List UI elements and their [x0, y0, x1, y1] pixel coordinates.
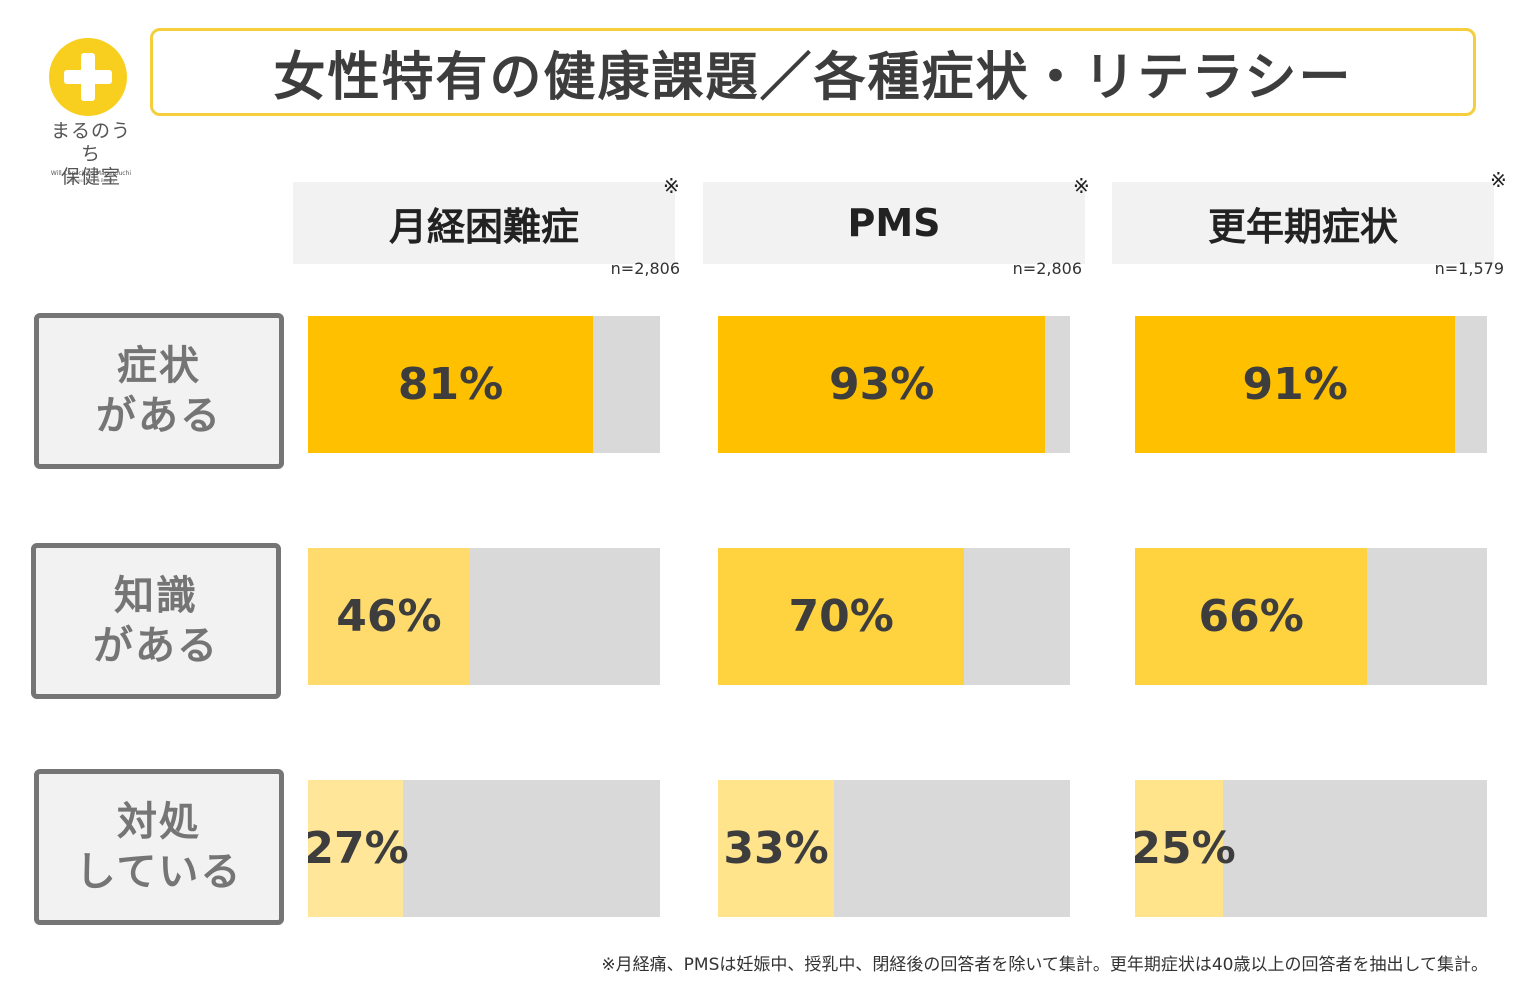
column-header-label: 更年期症状	[1207, 204, 1398, 249]
bar-track: 91%	[1135, 316, 1487, 453]
bar-track: 66%	[1135, 548, 1487, 685]
bar-value-label: 81%	[397, 359, 504, 410]
column-header-label: PMS	[847, 201, 941, 245]
logo-plus-icon	[49, 38, 127, 116]
row-label-knowledge: 知識 がある	[31, 543, 281, 699]
bar	[718, 780, 835, 917]
bar-track: 46%	[308, 548, 660, 685]
row-label-line1: 対処	[117, 799, 201, 845]
bar-value-label: 25%	[1135, 823, 1236, 874]
page-title: 女性特有の健康課題／各種症状・リテラシー	[273, 47, 1353, 108]
bar-track: 70%	[718, 548, 1070, 685]
bar	[718, 316, 1046, 453]
bar-value-label: 33%	[723, 823, 829, 874]
row-label-line2: がある	[93, 623, 219, 669]
sample-size-label: n=2,806	[1012, 259, 1082, 278]
bar	[308, 780, 404, 917]
title-box: 女性特有の健康課題／各種症状・リテラシー	[150, 28, 1476, 116]
bar	[1135, 316, 1456, 453]
bar-value-label: 91%	[1242, 359, 1348, 410]
logo-name-line1: まるのうち	[50, 120, 131, 165]
bar	[308, 548, 470, 685]
column-header-menopause: 更年期症状	[1112, 182, 1494, 264]
column-header-pms: PMS	[703, 182, 1085, 264]
row-label-action: 対処 している	[34, 769, 284, 925]
bar-track: 81%	[308, 316, 660, 453]
bar-value-label: 93%	[829, 359, 935, 410]
column-header-dysmenorrhea: 月経困難症	[293, 182, 675, 264]
logo-tagline: Will Conscious Marunouchi	[50, 170, 132, 177]
footnote: ※月経痛、PMSは妊娠中、授乳中、閉経後の回答者を除いて集計。更年期症状は40歳…	[601, 955, 1488, 975]
row-label-line1: 知識	[114, 573, 198, 619]
column-asterisk: ※	[1073, 174, 1090, 198]
bar-value-label: 46%	[336, 591, 442, 642]
sample-size-label: n=2,806	[610, 259, 680, 278]
bar	[308, 316, 594, 453]
bar-track: 93%	[718, 316, 1070, 453]
column-header-label: 月経困難症	[388, 204, 579, 249]
row-label-line2: している	[75, 849, 243, 895]
row-label-line2: がある	[96, 393, 222, 439]
logo-name: まるのうち 保健室	[46, 120, 136, 189]
logo: まるのうち 保健室 Will Conscious Marunouchi Well…	[46, 36, 136, 189]
row-label-symptom: 症状 がある	[34, 313, 284, 469]
column-asterisk: ※	[1490, 168, 1507, 192]
logo-name-line2: 保健室	[60, 166, 121, 188]
bar-value-label: 66%	[1198, 591, 1304, 642]
sample-size-label: n=1,579	[1434, 259, 1504, 278]
bar-track: 25%	[1135, 780, 1487, 917]
row-label-line1: 症状	[117, 343, 201, 389]
bar-track: 33%	[718, 780, 1070, 917]
logo-subtagline: Wellness from & Beauty	[67, 178, 115, 183]
bar-value-label: 27%	[308, 823, 409, 874]
bar	[718, 548, 965, 685]
bar	[1135, 548, 1368, 685]
bar-value-label: 70%	[788, 591, 894, 642]
bar-track: 27%	[308, 780, 660, 917]
column-asterisk: ※	[663, 174, 680, 198]
bar	[1135, 780, 1223, 917]
